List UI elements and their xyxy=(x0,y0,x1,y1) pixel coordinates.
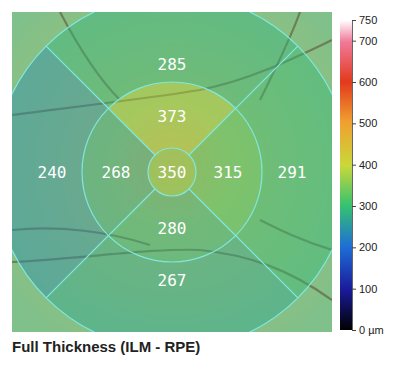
tick-label: 100 xyxy=(359,283,377,295)
tick-mark xyxy=(352,289,356,290)
sector-label: 373 xyxy=(158,107,187,126)
tick: 700 xyxy=(352,35,377,47)
tick-label: 600 xyxy=(359,76,377,88)
tick: 500 xyxy=(352,117,377,129)
grid-line xyxy=(189,189,298,298)
colorbar xyxy=(340,20,352,330)
map xyxy=(12,12,332,332)
tick-label: 500 xyxy=(359,117,377,129)
grid-line xyxy=(189,46,298,155)
tick-mark xyxy=(352,20,356,21)
grid-circle xyxy=(12,12,332,332)
colorbar-axis: 0 µm 100 200 300 400 500 600 700 750 xyxy=(352,14,384,336)
tick: 300 xyxy=(352,200,377,212)
sector-label: 291 xyxy=(278,163,307,182)
center-sector xyxy=(148,148,196,196)
grid-line xyxy=(46,46,155,155)
sector-label: 285 xyxy=(158,55,187,74)
tick-label: 0 µm xyxy=(359,324,384,336)
tick-mark xyxy=(352,165,356,166)
tick: 750 xyxy=(352,14,377,26)
tick-label: 750 xyxy=(359,14,377,26)
tick-label: 700 xyxy=(359,35,377,47)
axis-line xyxy=(353,21,357,331)
tick: 0 µm xyxy=(352,324,384,336)
tick: 400 xyxy=(352,159,377,171)
sector-label: 268 xyxy=(102,163,131,182)
tick-label: 300 xyxy=(359,200,377,212)
grid-line xyxy=(46,189,155,298)
tick-mark xyxy=(352,206,356,207)
sector-label: 280 xyxy=(158,219,187,238)
sector-label: 267 xyxy=(158,271,187,290)
tick-mark xyxy=(352,247,356,248)
tick-label: 200 xyxy=(359,241,377,253)
sector-label: 240 xyxy=(38,163,67,182)
tick-mark xyxy=(352,41,356,42)
tick-mark xyxy=(352,82,356,83)
tick: 100 xyxy=(352,283,377,295)
title: Full Thickness (ILM - RPE) xyxy=(12,338,200,355)
tick-mark xyxy=(352,330,356,331)
map-background xyxy=(12,12,332,332)
sectors xyxy=(12,12,332,332)
tick-label: 400 xyxy=(359,159,377,171)
sector-label: 350 xyxy=(158,163,187,182)
figure: 350 373 315 280 268 285 291 267 240 0 µm 100 200 300… xyxy=(0,0,394,365)
tick-mark xyxy=(352,123,356,124)
tick: 200 xyxy=(352,241,377,253)
grid-circle xyxy=(148,148,196,196)
sector-labels: 350 373 315 280 268 285 291 267 240 xyxy=(38,55,307,290)
sector-label: 315 xyxy=(214,163,243,182)
tick: 600 xyxy=(352,76,377,88)
sector xyxy=(82,108,155,235)
